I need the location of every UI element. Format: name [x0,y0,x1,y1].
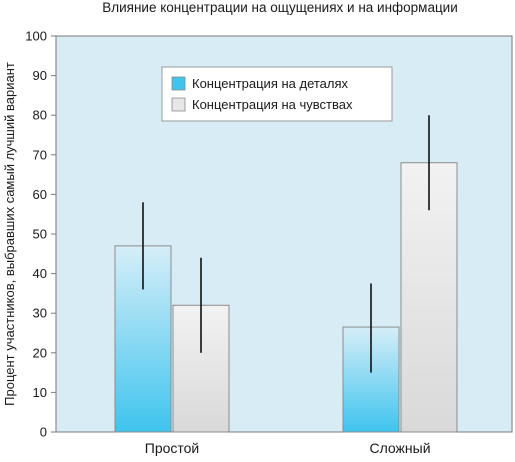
legend-label-feelings: Концентрация на чувствах [192,97,353,112]
y-tick-label: 80 [33,108,47,123]
y-tick-label: 0 [40,425,47,440]
y-tick-label: 10 [33,385,47,400]
chart-title: Влияние концентрации на ощущениях и на и… [102,0,458,15]
error-bars-group [142,115,430,373]
y-axis-label: Процент участников, выбравших самый лучш… [2,62,17,406]
legend-box [161,66,393,122]
y-axis-ticks: 0 10 20 30 40 50 60 70 80 90 100 [25,29,56,440]
y-tick-label: 50 [33,227,47,242]
y-tick-label: 60 [33,187,47,202]
legend-swatch-feelings [171,97,186,112]
y-tick-label: 90 [33,68,47,83]
y-tick-label: 40 [33,266,47,281]
legend-label-details: Концентрация на деталях [192,76,349,91]
legend-swatch-details [171,76,186,91]
y-tick-label: 100 [25,29,47,44]
x-axis-labels: Простой Сложный [145,440,431,456]
y-tick-label: 70 [33,147,47,162]
x-category-label: Простой [145,440,200,456]
legend: Концентрация на деталях Концентрация на … [161,66,393,122]
x-category-label: Сложный [369,440,430,456]
y-tick-label: 30 [33,306,47,321]
y-tick-label: 20 [33,345,47,360]
